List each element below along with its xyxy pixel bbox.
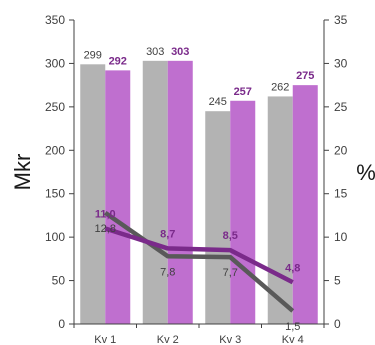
y-tick-label: 100 [45,230,65,244]
category-label: Kv 3 [219,334,241,345]
y2-tick-label: 30 [334,56,348,70]
line-data-label: 1,5 [285,321,300,333]
bar-data-label: 257 [234,86,252,98]
lines-layer [105,213,293,311]
y-tick-label: 150 [45,187,65,201]
bar-series-2 [230,101,255,324]
y-tick-label: 0 [58,317,65,331]
bars-layer [80,61,318,324]
y2-tick-label: 35 [334,13,348,27]
y-tick-label: 200 [45,143,65,157]
bar-data-label: 303 [146,46,164,58]
y-axis-title: Mkr [10,154,35,191]
line-data-label: 7,7 [223,267,238,279]
line-series-1 [105,213,293,311]
y2-tick-label: 20 [334,143,348,157]
line-data-label: 8,5 [223,230,238,242]
bar-data-label: 262 [271,81,289,93]
y-tick-label: 250 [45,100,65,114]
line-data-label: 8,7 [160,228,175,240]
bar-series-1 [80,64,105,324]
y2-tick-label: 5 [334,274,341,288]
bar-series-2 [168,61,193,324]
line-data-label: 7,8 [160,266,175,278]
y2-tick-label: 25 [334,100,348,114]
category-label: Kv 1 [94,334,116,345]
bar-series-1 [205,111,230,324]
y-tick-label: 350 [45,13,65,27]
category-label: Kv 2 [157,334,179,345]
bar-series-1 [143,61,168,324]
bar-data-label: 303 [171,46,189,58]
bar-data-label: 299 [84,49,102,61]
y2-tick-label: 0 [334,317,341,331]
line-data-label: 11,0 [95,208,116,220]
line-data-label: 12,8 [95,223,116,235]
category-label: Kv 4 [282,334,304,345]
y2-axis-title: % [356,160,375,185]
bar-data-label: 292 [109,55,127,67]
bar-data-label: 275 [296,70,314,82]
y-tick-label: 50 [52,274,66,288]
bar-series-2 [293,85,318,324]
y-tick-label: 300 [45,56,65,70]
line-data-label: 4,8 [285,262,300,274]
bar-series-2 [105,70,130,324]
y2-tick-label: 10 [334,230,348,244]
bar-data-label: 245 [209,96,227,108]
y2-tick-label: 15 [334,187,348,201]
